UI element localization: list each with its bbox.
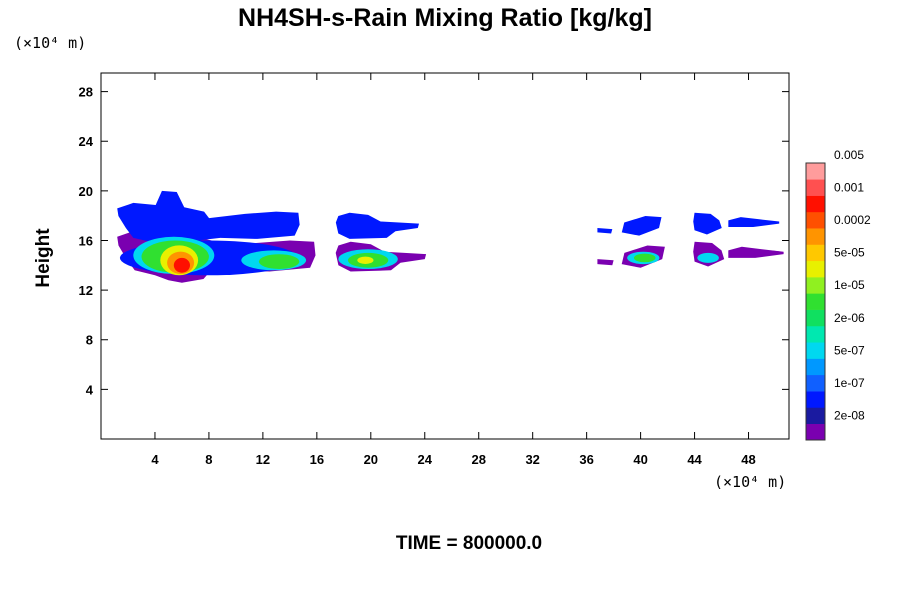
x-tick-label: 44: [687, 452, 702, 467]
legend-frame: [805, 162, 826, 441]
legend-swatch: [806, 211, 825, 229]
cloud-level: [697, 252, 719, 263]
y-tick-label: 8: [86, 333, 93, 348]
y-axis-title: Height: [33, 228, 54, 288]
cloud-inner: [597, 228, 613, 234]
cloud-field: [117, 190, 784, 283]
legend-label: 5e-05: [834, 246, 865, 260]
x-tick-label: 16: [310, 452, 324, 467]
legend-swatch: [806, 391, 825, 408]
y-tick-label: 12: [79, 283, 93, 298]
legend-swatch: [806, 325, 825, 343]
plot-frame: [100, 72, 790, 440]
x-tick-label: 36: [579, 452, 593, 467]
cloud-level: [729, 250, 784, 256]
cloud-level: [633, 253, 656, 263]
cloud-inner: [335, 212, 420, 239]
cloud-6: [728, 217, 784, 258]
y-unit-label: (×10⁴ m): [14, 34, 86, 52]
y-tick-label: 28: [79, 85, 93, 100]
legend-label: 2e-06: [834, 311, 865, 325]
cloud-inner: [693, 212, 722, 235]
legend-swatch: [806, 358, 825, 376]
x-tick-label: 24: [418, 452, 433, 467]
x-tick-label: 28: [471, 452, 485, 467]
y-tick-label: 4: [86, 382, 94, 397]
cloud-inner: [621, 216, 662, 236]
color-legend: 2e-08 1e-07 5e-07 2e-06 1e-05 5e-05 0.0002 0.00…: [805, 148, 871, 441]
cloud-4: [621, 216, 665, 268]
cloud-level: [258, 254, 300, 269]
cloud-level: [357, 256, 374, 264]
legend-swatch: [806, 407, 825, 424]
x-tick-label: 20: [364, 452, 378, 467]
legend-swatch: [806, 374, 825, 392]
chart-title: NH4SH-s-Rain Mixing Ratio [kg/kg]: [238, 4, 652, 32]
x-unit-label: (×10⁴ m): [714, 473, 786, 491]
y-tick-label: 20: [79, 184, 93, 199]
legend-swatch: [806, 277, 825, 294]
x-tick-label: 12: [256, 452, 270, 467]
x-tick-label: 8: [205, 452, 212, 467]
legend-label: 0.001: [834, 180, 864, 194]
legend-label: 0.005: [834, 148, 864, 162]
y-axis-ticks: 4 8 12 16 20 24 28: [79, 85, 789, 397]
cloud-edge: [597, 259, 614, 266]
cloud-3: [597, 228, 614, 266]
cloud-level: [173, 257, 190, 273]
legend-swatch: [806, 228, 825, 245]
cloud-5: [693, 212, 725, 267]
x-tick-label: 32: [525, 452, 539, 467]
cloud-inner: [117, 190, 300, 249]
legend-swatch: [806, 342, 825, 359]
legend-label: 2e-08: [834, 409, 865, 423]
legend-swatch: [806, 260, 825, 278]
x-tick-label: 40: [633, 452, 647, 467]
legend-swatch: [806, 163, 825, 180]
legend-swatch: [806, 293, 825, 310]
y-tick-label: 16: [79, 233, 93, 248]
legend-label: 1e-07: [834, 376, 865, 390]
legend-swatch: [806, 195, 825, 213]
cloud-2: [335, 212, 427, 272]
x-tick-label: 48: [741, 452, 755, 467]
cloud-1: [117, 190, 316, 283]
x-axis-ticks: 4 8 12 16 20 24 28 32 36 40 44 48: [151, 73, 756, 467]
legend-swatch: [806, 179, 825, 196]
legend-swatch: [806, 309, 825, 327]
legend-label: 1e-05: [834, 278, 865, 292]
x-tick-label: 4: [151, 452, 159, 467]
legend-label: 5e-07: [834, 343, 865, 357]
legend-swatch: [806, 244, 825, 262]
cloud-inner: [728, 217, 780, 227]
time-label: TIME = 800000.0: [396, 533, 542, 554]
y-tick-label: 24: [79, 134, 94, 149]
legend-swatch: [806, 423, 825, 441]
legend-label: 0.0002: [834, 213, 871, 227]
